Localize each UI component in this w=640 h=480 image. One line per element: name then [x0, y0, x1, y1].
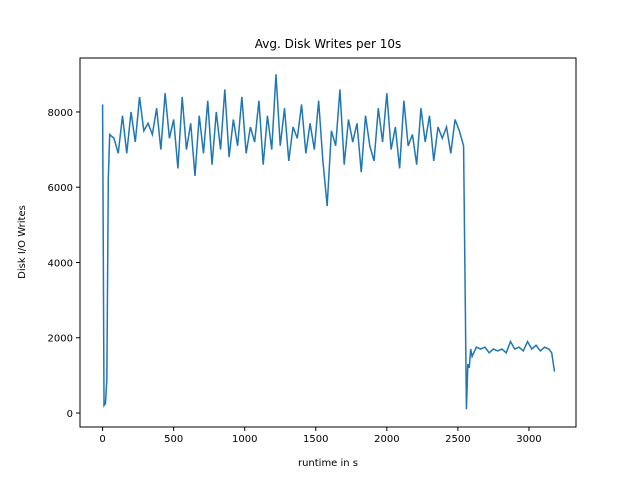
x-tick-label: 1000 [232, 434, 257, 445]
y-tick-label: 8000 [48, 108, 73, 119]
y-tick-label: 2000 [48, 334, 73, 345]
y-tick-label: 6000 [48, 183, 73, 194]
y-axis-label: Disk I/O Writes [17, 205, 28, 279]
x-tick-label: 1500 [303, 434, 328, 445]
plot-frame [79, 57, 577, 428]
y-tick-label: 4000 [48, 258, 73, 269]
x-tick-label: 2000 [374, 434, 399, 445]
x-tick-label: 2500 [445, 434, 470, 445]
x-tick-label: 0 [99, 434, 105, 445]
x-tick-label: 500 [164, 434, 183, 445]
y-tick-label: 0 [67, 409, 73, 420]
x-axis-label: runtime in s [298, 458, 358, 469]
chart-title: Avg. Disk Writes per 10s [255, 37, 401, 51]
data-line [101, 74, 556, 410]
x-tick-label: 3000 [516, 434, 541, 445]
